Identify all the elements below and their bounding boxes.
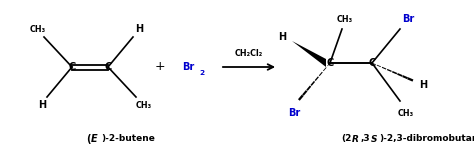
Text: C: C [68, 62, 76, 72]
Text: (: ( [86, 134, 90, 144]
Text: CH₂Cl₂: CH₂Cl₂ [235, 49, 263, 58]
Text: H: H [419, 80, 427, 90]
Polygon shape [292, 41, 326, 67]
Text: +: + [155, 60, 165, 73]
Text: ,3: ,3 [361, 135, 371, 144]
Text: (2: (2 [342, 135, 352, 144]
Text: Br: Br [182, 62, 194, 72]
Text: )-2,3-dibromobutane: )-2,3-dibromobutane [379, 135, 474, 144]
Text: )-2-butene: )-2-butene [101, 135, 155, 144]
Text: Br: Br [288, 108, 300, 118]
Text: E: E [91, 134, 97, 144]
Text: CH₃: CH₃ [136, 100, 152, 109]
Text: C: C [368, 58, 375, 68]
Text: 2: 2 [199, 70, 204, 76]
Text: CH₃: CH₃ [30, 24, 46, 33]
Text: H: H [278, 32, 286, 42]
Text: R: R [352, 135, 359, 144]
Text: C: C [104, 62, 111, 72]
Text: C: C [327, 58, 334, 68]
Text: S: S [371, 135, 377, 144]
Text: Br: Br [402, 14, 414, 24]
Text: CH₃: CH₃ [398, 108, 414, 117]
Text: CH₃: CH₃ [337, 15, 353, 24]
Text: H: H [38, 100, 46, 110]
Text: H: H [135, 24, 143, 34]
